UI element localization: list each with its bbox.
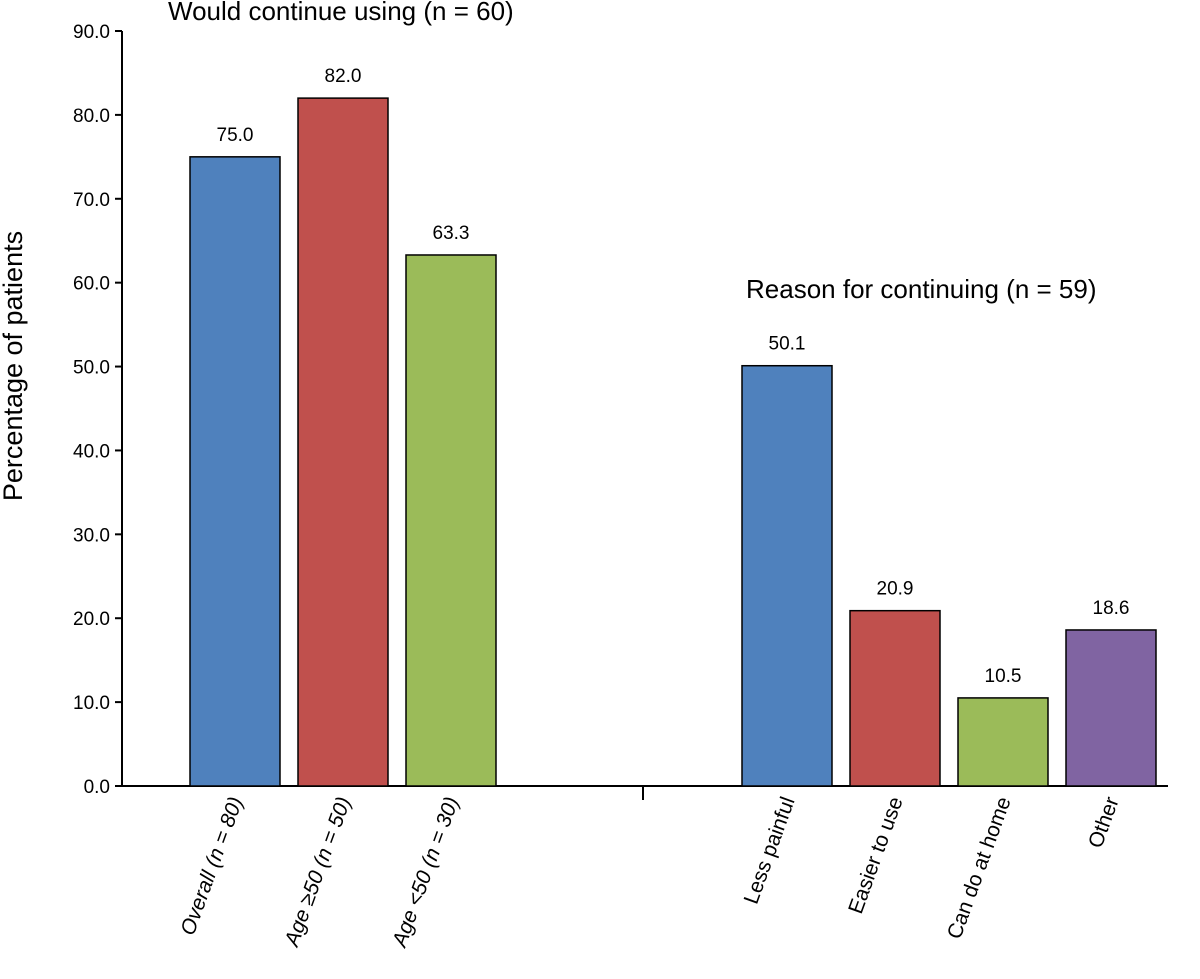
data-label: 50.1 xyxy=(769,334,806,355)
y-tick-label: 70.0 xyxy=(73,190,110,211)
group-titles: Would continue using (n = 60) Reason for … xyxy=(168,0,1097,304)
category-label: Less painful xyxy=(740,794,800,907)
bars xyxy=(189,97,1157,787)
category-label: Overall (n = 80) xyxy=(176,794,247,938)
bar xyxy=(741,364,833,787)
y-axis: 0.0 10.0 20.0 30.0 40.0 50.0 60.0 70.0 80.0 90.0 xyxy=(73,22,123,798)
category-label: Age <50 (n = 30) xyxy=(387,794,463,952)
y-tick-label: 50.0 xyxy=(73,358,110,379)
bar xyxy=(405,254,497,787)
data-labels: 75.0 82.0 63.3 50.1 20.9 10.5 18.6 xyxy=(217,66,1130,687)
category-label: Age ≥50 (n = 50) xyxy=(280,794,356,951)
y-axis-title: Percentage of patients xyxy=(0,231,28,501)
data-label: 63.3 xyxy=(433,223,470,244)
data-label: 82.0 xyxy=(325,66,362,87)
data-label: 18.6 xyxy=(1093,598,1130,619)
category-label: Easier to use xyxy=(844,794,908,917)
bar xyxy=(849,609,941,787)
bar xyxy=(1065,629,1157,787)
y-tick-label: 40.0 xyxy=(73,441,110,462)
y-tick-label: 60.0 xyxy=(73,274,110,295)
group-title: Would continue using (n = 60) xyxy=(168,0,514,26)
x-axis: Overall (n = 80) Age ≥50 (n = 50) Age <50 … xyxy=(122,785,1168,952)
y-tick-label: 20.0 xyxy=(73,609,110,630)
data-label: 20.9 xyxy=(877,579,914,600)
data-label: 10.5 xyxy=(985,666,1022,687)
category-label: Can do at home xyxy=(943,794,1016,942)
y-tick-label: 90.0 xyxy=(73,22,110,43)
bar xyxy=(297,97,389,787)
y-tick-label: 80.0 xyxy=(73,106,110,127)
category-label: Other xyxy=(1084,794,1124,851)
y-tick-label: 30.0 xyxy=(73,525,110,546)
y-tick-label: 10.0 xyxy=(73,693,110,714)
data-label: 75.0 xyxy=(217,125,254,146)
group-title: Reason for continuing (n = 59) xyxy=(746,274,1097,304)
bar xyxy=(189,156,281,787)
bar xyxy=(957,697,1049,787)
y-tick-label: 0.0 xyxy=(84,777,110,798)
